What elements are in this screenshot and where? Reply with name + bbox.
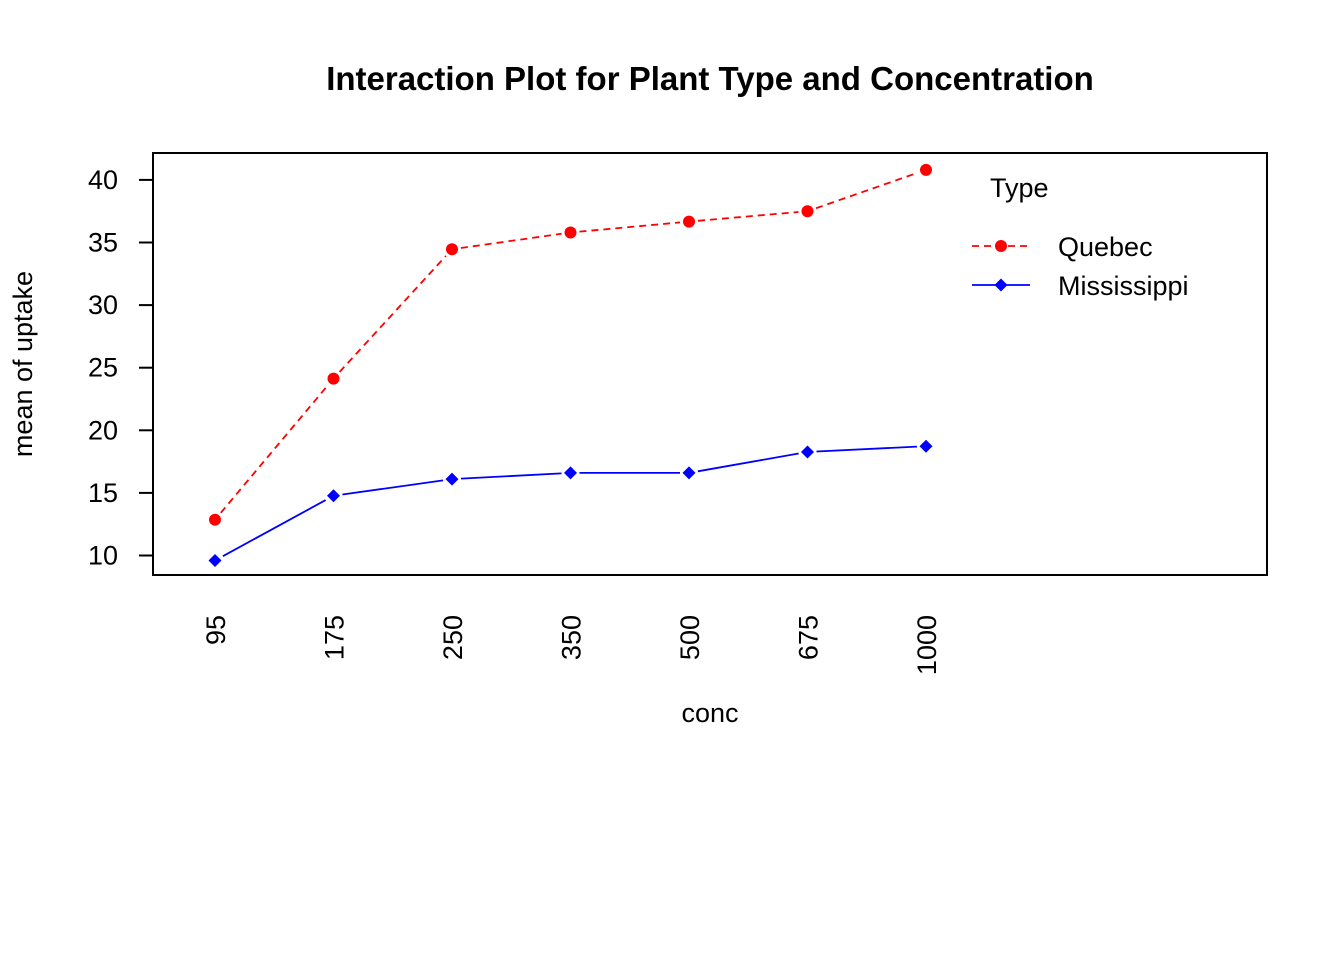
y-tick-label: 20: [88, 415, 118, 445]
x-tick-label: 500: [675, 615, 705, 660]
series-line-segment: [220, 384, 329, 514]
series-quebec: [209, 163, 932, 526]
series-line-segment: [697, 211, 799, 222]
legend: Type Quebec Mississippi: [972, 173, 1189, 301]
legend-items: Quebec Mississippi: [972, 232, 1189, 301]
plot-frame: [152, 152, 1268, 576]
series-line-segment: [338, 255, 447, 373]
legend-marker: [995, 240, 1007, 252]
y-tick-label: 40: [88, 165, 118, 195]
data-point: [801, 205, 814, 218]
legend-item-mississippi: Mississippi: [972, 271, 1189, 301]
x-tick-label: 175: [320, 615, 350, 660]
data-point: [327, 489, 340, 503]
series-line-segment: [222, 499, 327, 557]
legend-marker: [994, 278, 1008, 292]
y-axis: 10 15 20 25 30 35 40: [88, 165, 154, 571]
x-tick-label: 675: [794, 615, 824, 660]
legend-label: Quebec: [1058, 232, 1153, 262]
data-point: [683, 215, 695, 228]
data-point: [564, 226, 577, 239]
x-tick-label: 250: [438, 615, 468, 660]
y-tick-label: 15: [88, 478, 118, 508]
data-point: [920, 163, 932, 176]
data-point: [208, 554, 222, 568]
series-line-segment: [460, 232, 562, 249]
legend-title: Type: [990, 173, 1049, 203]
data-point: [446, 243, 458, 256]
x-tick-label: 95: [201, 615, 231, 645]
chart-title: Interaction Plot for Plant Type and Conc…: [326, 60, 1094, 97]
series-mississippi: [208, 439, 933, 568]
y-tick-label: 30: [88, 290, 118, 320]
x-tick-label: 350: [557, 615, 587, 660]
series-line-segment: [342, 479, 444, 496]
y-tick-label: 10: [88, 541, 118, 571]
data-point: [801, 445, 814, 459]
data-point: [919, 439, 933, 453]
y-tick-label: 25: [88, 353, 118, 383]
data-point: [564, 466, 577, 480]
y-axis-label: mean of uptake: [8, 271, 38, 457]
data-point: [209, 513, 221, 526]
data-point: [682, 466, 696, 480]
legend-label: Mississippi: [1058, 271, 1189, 301]
series-line-segment: [460, 472, 562, 480]
data-point: [445, 472, 459, 486]
series-line-segment: [816, 445, 918, 453]
x-axis: 95 175 250 350 500 675 1000: [201, 615, 942, 675]
legend-item-quebec: Quebec: [972, 232, 1153, 262]
series-line-segment: [815, 171, 918, 210]
x-tick-label: 1000: [912, 615, 942, 675]
y-tick-label: 35: [88, 228, 118, 258]
x-axis-label: conc: [681, 698, 738, 728]
series-line-segment: [579, 221, 681, 233]
series-layer: [208, 163, 933, 568]
data-point: [327, 372, 340, 385]
series-line-segment: [697, 452, 799, 473]
